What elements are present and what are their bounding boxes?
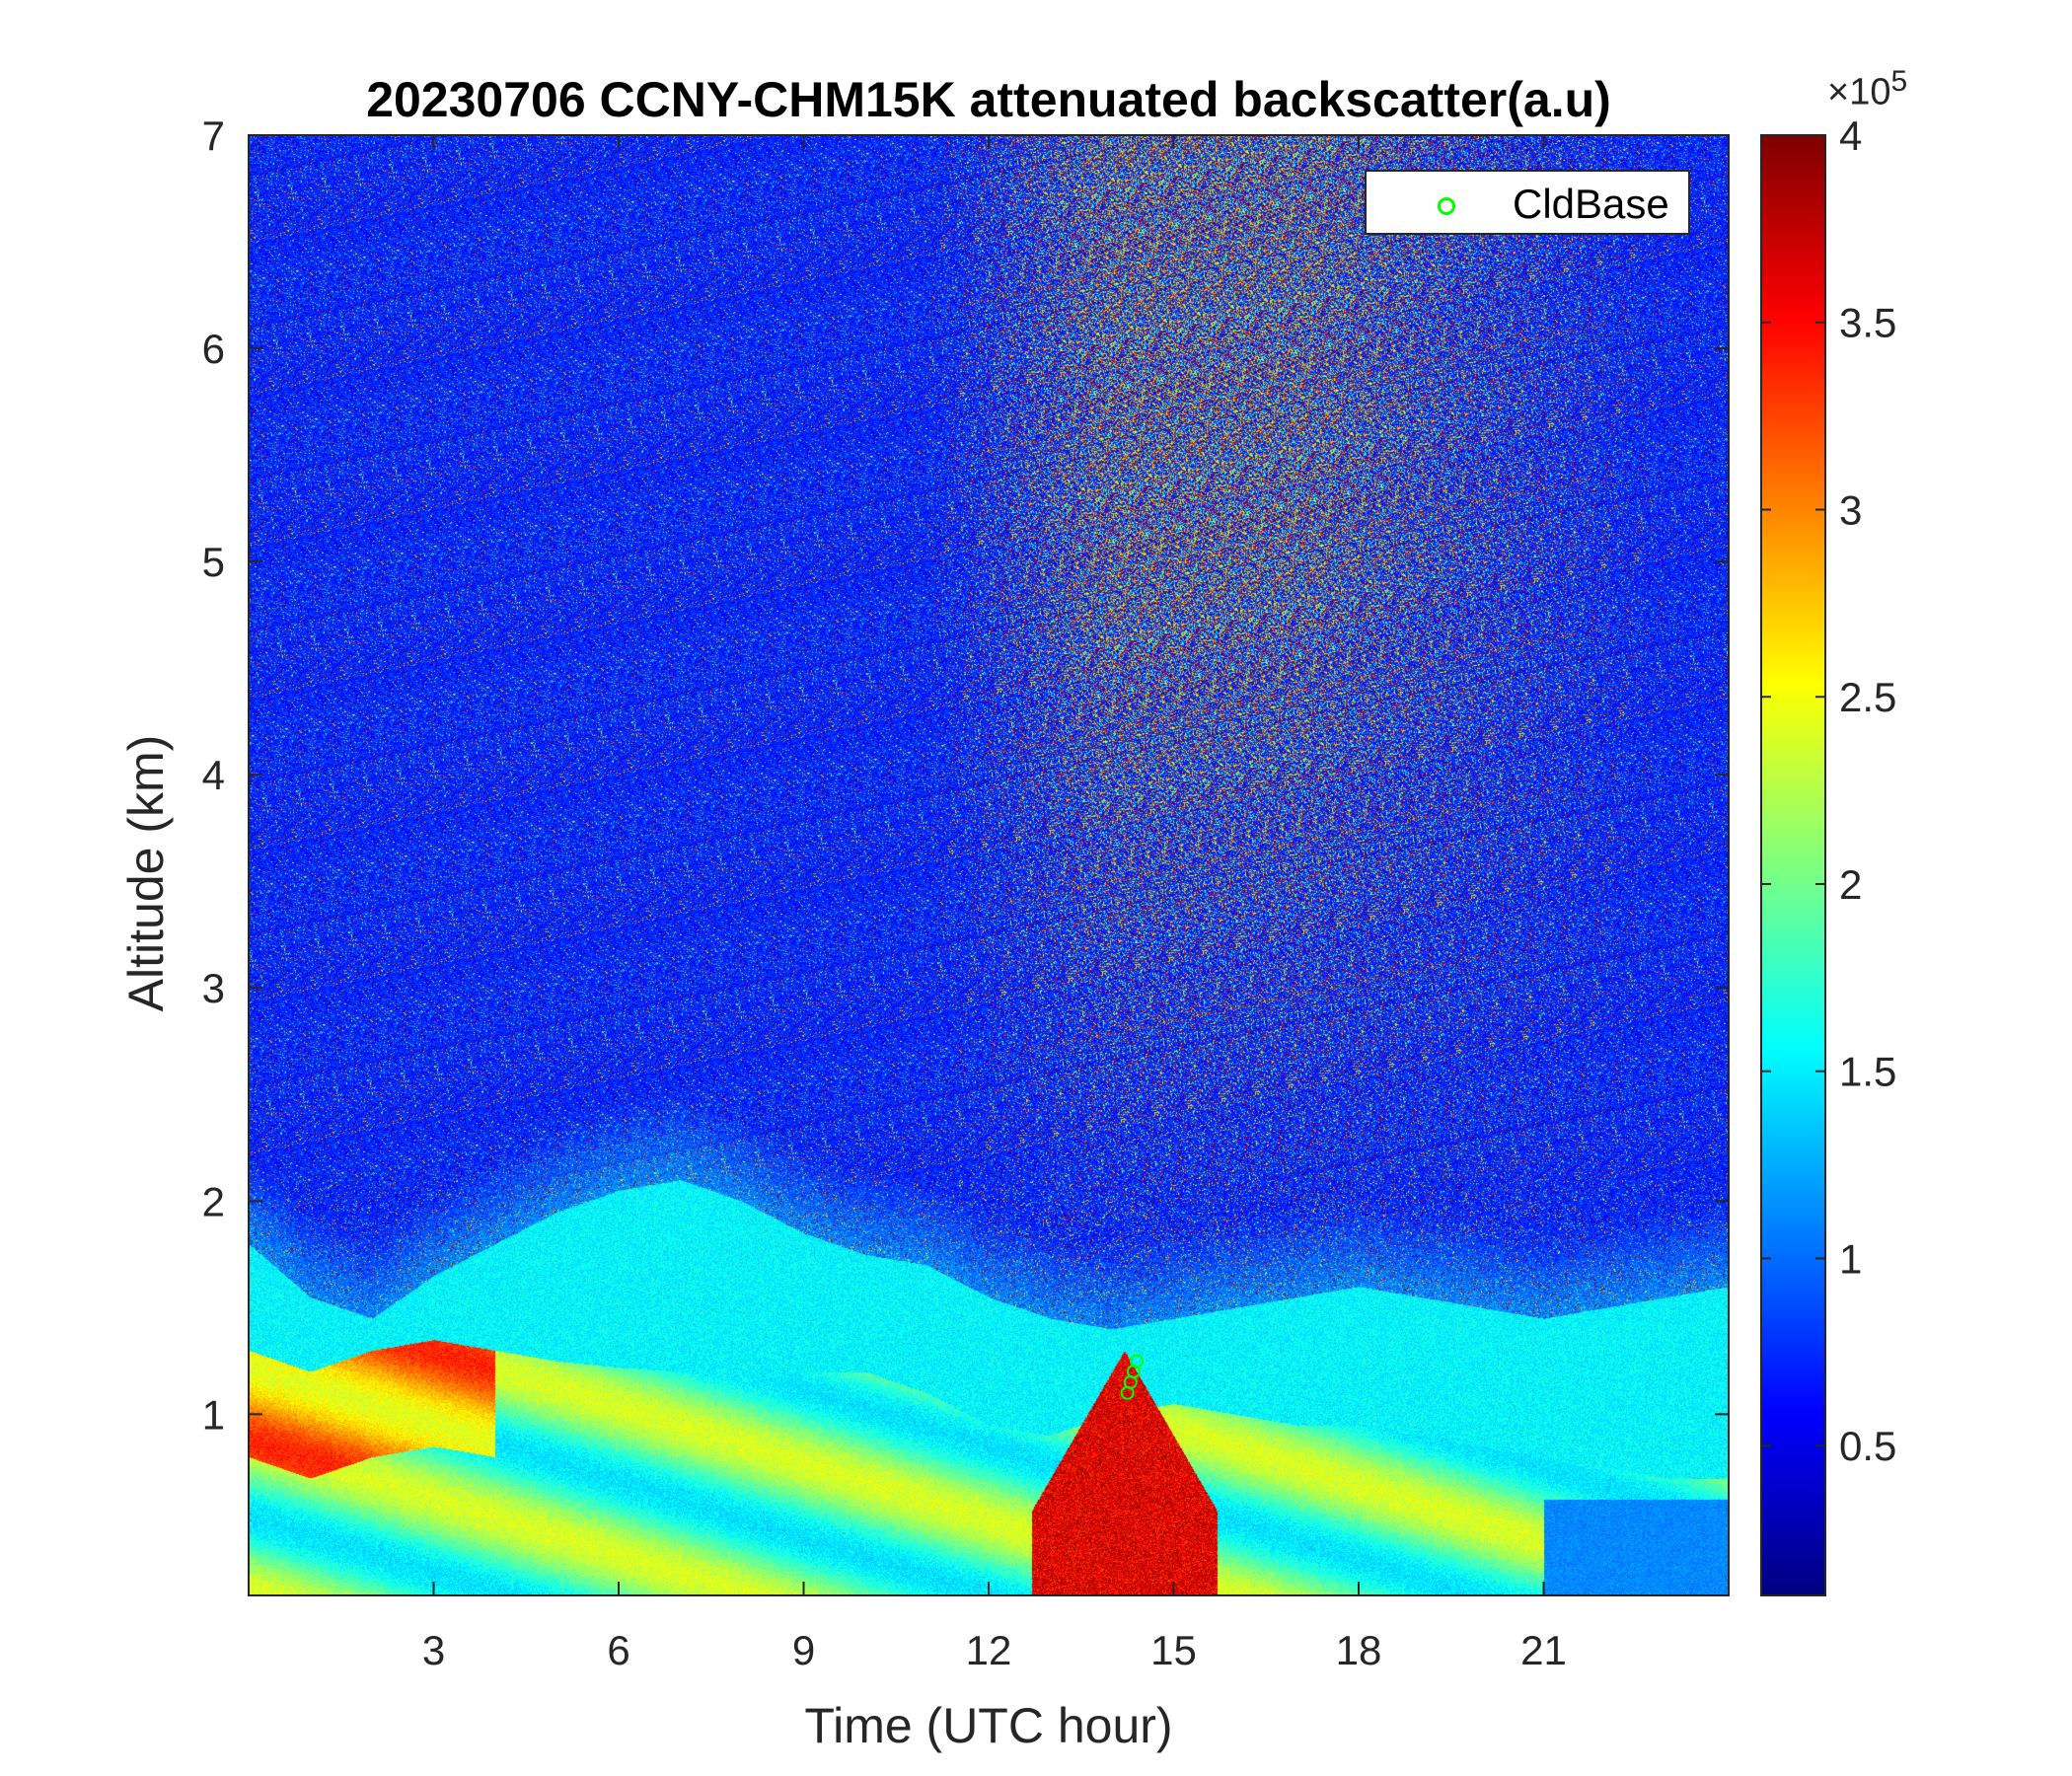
legend-entry-cldbase: CldBase: [1513, 181, 1669, 227]
colorbar-exponent-prefix: ×10: [1827, 71, 1891, 113]
y-tick-label: 3: [202, 965, 225, 1011]
x-tick-label: 21: [1520, 1627, 1567, 1673]
y-tick-label: 5: [202, 539, 225, 585]
colorbar-tick-label: 0.5: [1839, 1423, 1896, 1469]
colorbar-exponent: ×105: [1827, 65, 1907, 114]
colorbar-frame: [1760, 134, 1826, 1596]
x-tick-label: 18: [1336, 1627, 1382, 1673]
colorbar-tick-label: 3: [1839, 486, 1862, 533]
y-tick-label: 4: [202, 752, 225, 798]
y-tick-label: 6: [202, 326, 225, 372]
x-tick-label: 9: [792, 1627, 815, 1673]
y-tick-label: 7: [202, 112, 225, 159]
cloud-base-marker: [1130, 1354, 1144, 1369]
plot-frame: [248, 134, 1730, 1596]
colorbar: [1761, 135, 1825, 1595]
x-tick-label: 6: [607, 1627, 629, 1673]
x-tick-label: 3: [422, 1627, 445, 1673]
colorbar-exponent-power: 5: [1890, 65, 1908, 98]
colorbar-tick-label: 3.5: [1839, 300, 1896, 346]
y-axis-label: Altitude (km): [118, 734, 174, 1012]
x-axis-label: Time (UTC hour): [804, 1698, 1173, 1753]
colorbar-tick-label: 2: [1839, 861, 1862, 908]
colorbar-tick-label: 2.5: [1839, 674, 1896, 720]
y-tick-label: 2: [202, 1178, 225, 1224]
colorbar-tick-label: 1: [1839, 1235, 1862, 1282]
x-tick-label: 15: [1150, 1627, 1197, 1673]
y-tick-label: 1: [202, 1391, 225, 1438]
chart-title: 20230706 CCNY-CHM15K attenuated backscat…: [366, 72, 1611, 127]
legend: CldBase: [1365, 170, 1690, 235]
legend-marker-circle: [1438, 197, 1455, 215]
heatmap-plot-area: [249, 135, 1729, 1595]
colorbar-tick-label: 4: [1839, 112, 1862, 159]
x-tick-label: 12: [966, 1627, 1012, 1673]
colorbar-tick-label: 1.5: [1839, 1049, 1896, 1095]
